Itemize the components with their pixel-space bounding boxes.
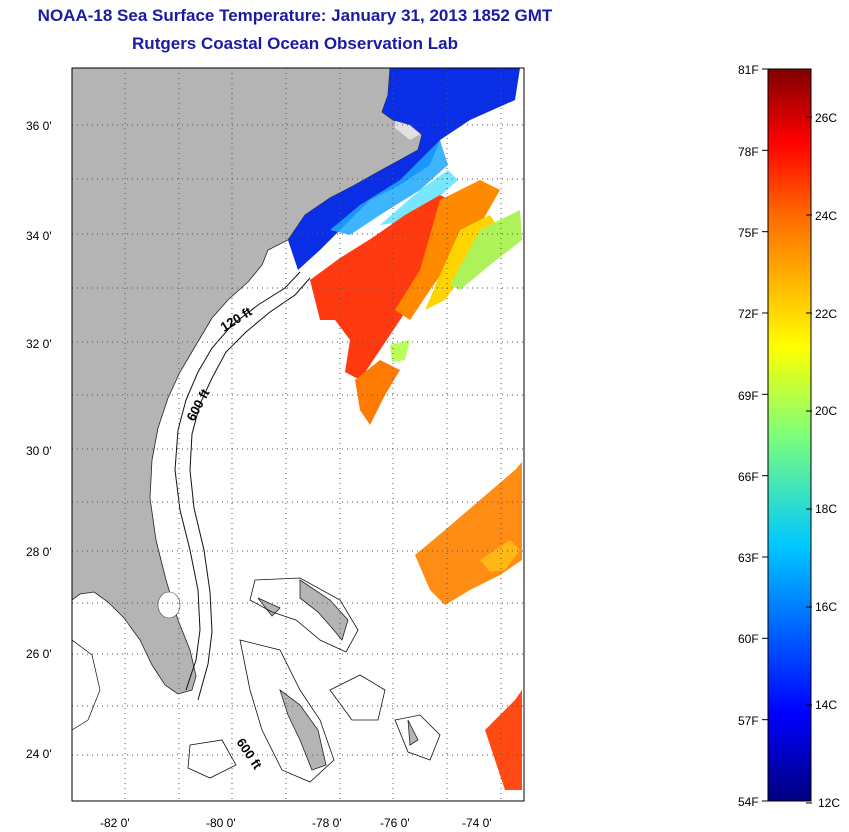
map-subtitle: Rutgers Coastal Ocean Observation Lab — [132, 34, 458, 53]
colorbar-c-label: 12C — [818, 796, 840, 810]
sst-warm-band — [310, 195, 460, 380]
colorbar-ticks — [762, 68, 812, 804]
map-frame — [71, 67, 525, 802]
colorbar-c-label: 14C — [815, 698, 837, 712]
lake-okeechobee — [157, 591, 181, 619]
colorbar-f-label: 66F — [738, 470, 759, 484]
colorbar-f-label: 75F — [738, 226, 759, 240]
colorbar — [767, 68, 812, 802]
contour-120ft — [174, 271, 301, 691]
latitude-labels: 36 0' 34 0' 32 0' 30 0' 28 0' 26 0' 24 0… — [26, 119, 52, 761]
colorbar-c-labels: 26C 24C 22C 20C 18C 16C 14C 12C — [815, 111, 840, 810]
lat-label: 36 0' — [26, 119, 52, 133]
colorbar-f-label: 60F — [738, 632, 759, 646]
lon-label: -74 0' — [462, 816, 492, 830]
colorbar-c-label: 20C — [815, 404, 837, 418]
colorbar-f-label: 81F — [738, 63, 759, 77]
colorbar-c-label: 24C — [815, 209, 837, 223]
lat-label: 34 0' — [26, 229, 52, 243]
contour-600ft — [189, 277, 311, 701]
colorbar-c-label: 18C — [815, 502, 837, 516]
colorbar-f-label: 78F — [738, 145, 759, 159]
colorbar-c-label: 16C — [815, 600, 837, 614]
map-title: NOAA-18 Sea Surface Temperature: January… — [37, 6, 553, 25]
lat-label: 30 0' — [26, 444, 52, 458]
colorbar-f-labels: 81F 78F 75F 72F 69F 66F 63F 60F 57F 54F — [738, 63, 759, 809]
colorbar-f-label: 69F — [738, 389, 759, 403]
lon-label: -82 0' — [100, 816, 130, 830]
lon-label: -78 0' — [312, 816, 342, 830]
colorbar-f-label: 63F — [738, 551, 759, 565]
colorbar-c-label: 26C — [815, 111, 837, 125]
bahamas-islands — [257, 579, 419, 771]
colorbar-c-label: 22C — [815, 307, 837, 321]
colorbar-f-label: 72F — [738, 307, 759, 321]
colorbar-f-label: 54F — [738, 795, 759, 809]
lat-label: 32 0' — [26, 337, 52, 351]
longitude-labels: -82 0' -80 0' -78 0' -76 0' -74 0' — [100, 816, 492, 830]
graticule — [72, 68, 524, 801]
lat-label: 24 0' — [26, 747, 52, 761]
lon-label: -76 0' — [380, 816, 410, 830]
lon-label: -80 0' — [206, 816, 236, 830]
lat-label: 26 0' — [26, 647, 52, 661]
lat-label: 28 0' — [26, 545, 52, 559]
colorbar-f-label: 57F — [738, 714, 759, 728]
